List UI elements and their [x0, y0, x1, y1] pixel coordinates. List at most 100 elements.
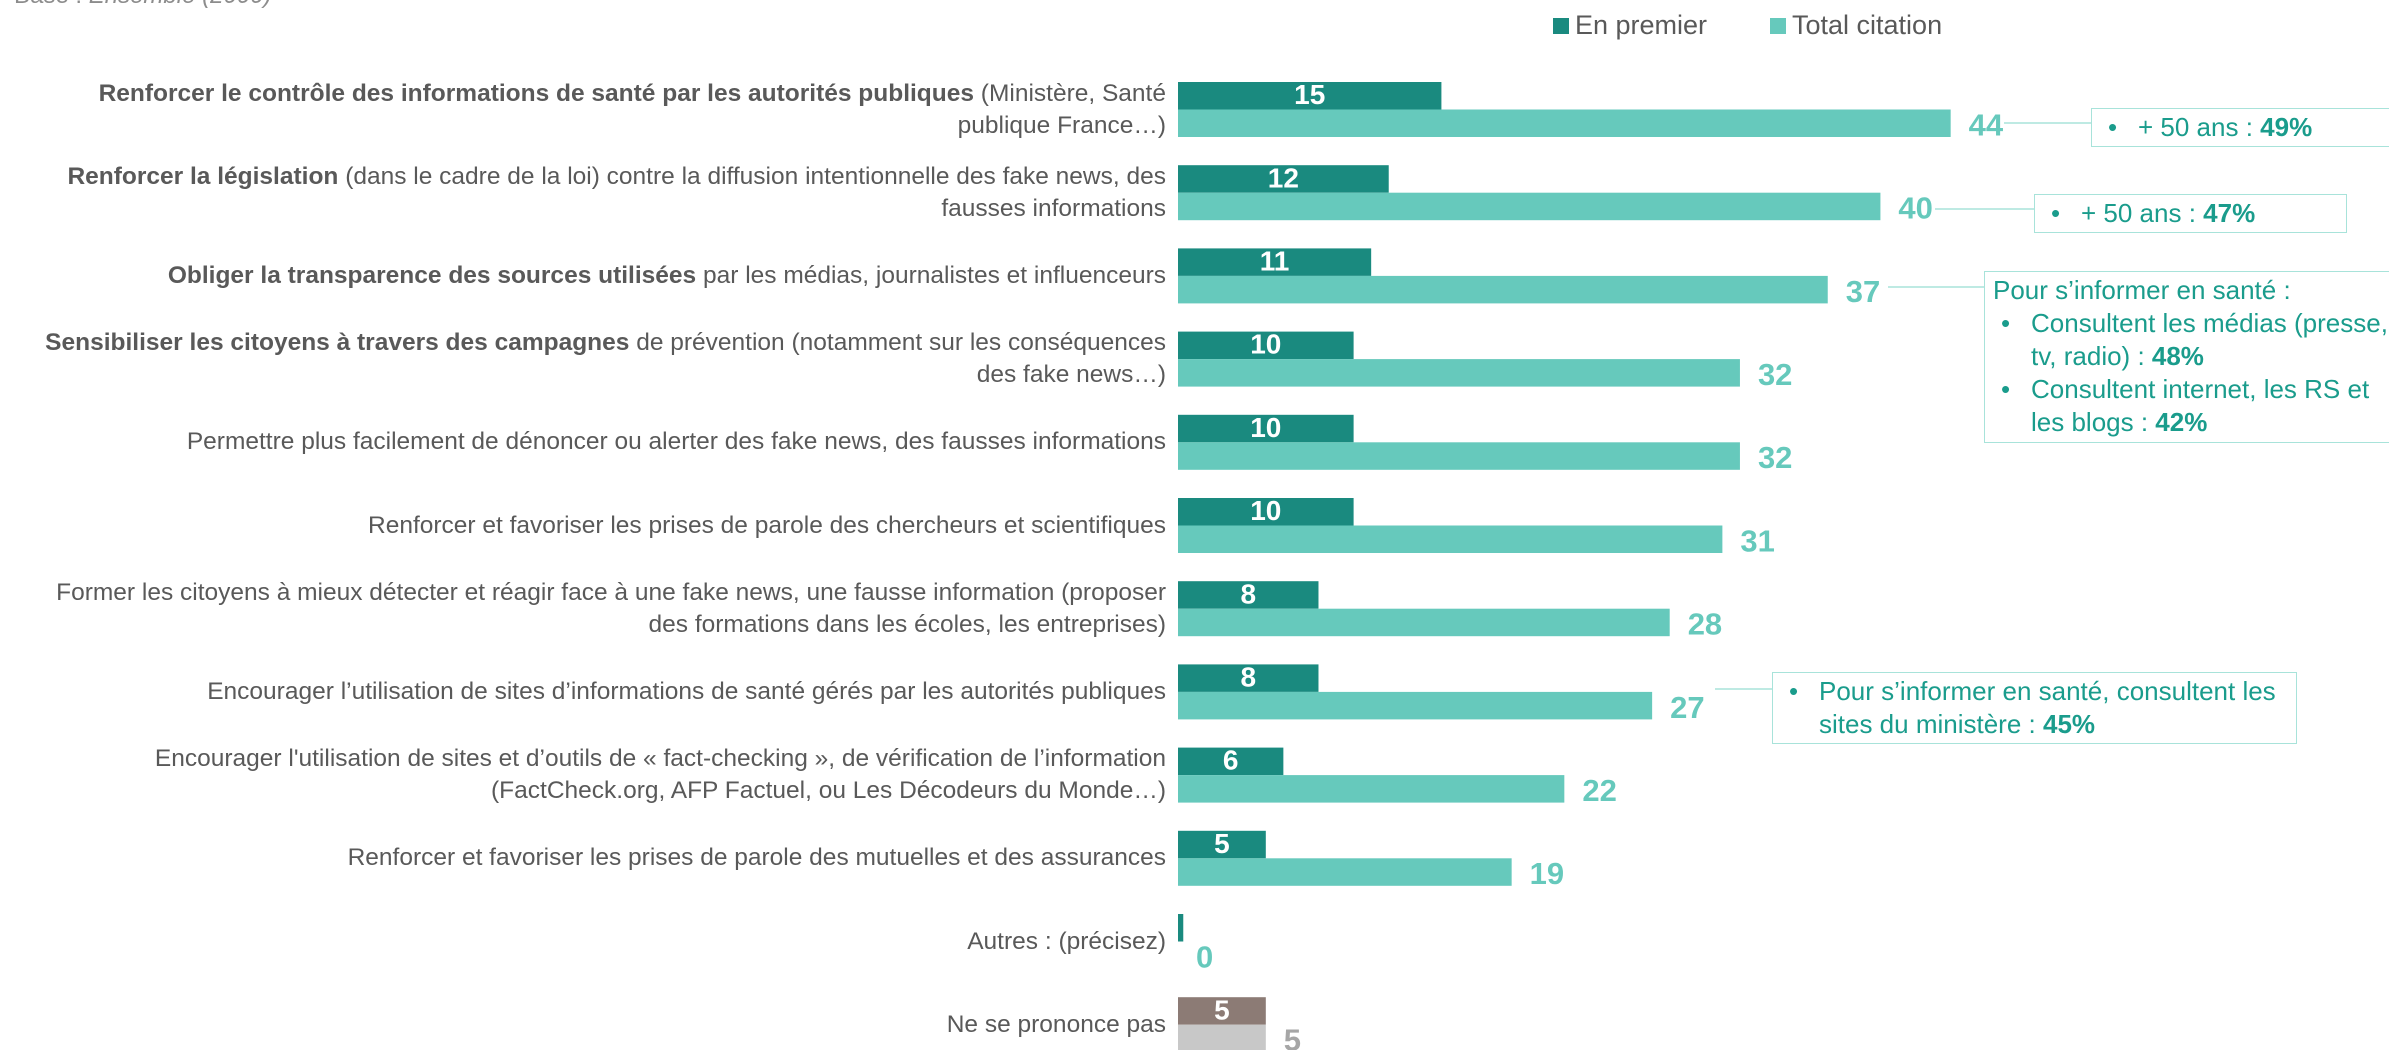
bar: [1178, 414, 1354, 443]
category-text: de prévention (notamment sur les conséqu…: [629, 329, 1166, 389]
annotation-list: Consultent les médias (presse, tv, radio…: [1993, 307, 2389, 439]
category-text: Former les citoyens à mieux détecter et …: [56, 578, 1166, 638]
category-text: (dans le cadre de la loi) contre la diff…: [338, 162, 1166, 222]
bar: [1178, 997, 1266, 1025]
value-label: 0: [1196, 939, 1213, 974]
annotation-value: 49%: [2260, 112, 2313, 142]
legend-swatch: [1553, 17, 1569, 34]
bar: [1178, 691, 1653, 720]
value-label: 5: [1214, 994, 1230, 1025]
value-label: 6: [1223, 745, 1239, 776]
bar: [1178, 275, 1828, 304]
bar: [1178, 109, 1951, 137]
legend-swatch: [1770, 17, 1786, 34]
bar: [1178, 1024, 1266, 1050]
bar: [1178, 608, 1670, 637]
annotation: Pour s’informer en santé, consultent les…: [1772, 672, 2297, 744]
category-label: Renforcer la législation (dans le cadre …: [16, 161, 1166, 225]
value-label: 31: [1740, 523, 1774, 558]
legend-label: En premier: [1575, 10, 1708, 40]
bar: [1178, 248, 1372, 276]
category-label: Obliger la transparence des sources util…: [16, 260, 1166, 292]
bar: [1178, 192, 1881, 221]
annotation-list: + 50 ans : 47%: [2043, 197, 2338, 230]
category-label: Renforcer et favoriser les prises de par…: [16, 842, 1166, 874]
category-label: Former les citoyens à mieux détecter et …: [16, 577, 1166, 641]
bar: [1178, 525, 1723, 553]
category-text: par les médias, journalistes et influenc…: [696, 261, 1166, 289]
base-note: Base : Ensemble (2000): [14, 0, 271, 10]
value-label: 8: [1240, 662, 1256, 693]
category-label: Ne se prononce pas: [16, 1009, 1166, 1041]
bar: [1178, 165, 1389, 193]
annotation: Pour s’informer en santé :Consultent les…: [1984, 271, 2389, 443]
annotation-bullet: Consultent internet, les RS et les blogs…: [2001, 373, 2389, 439]
bar: [1178, 359, 1740, 387]
category-strong: Obliger la transparence des sources util…: [167, 261, 697, 289]
value-label: 32: [1758, 440, 1792, 475]
category-label: Encourager l’utilisation de sites d’info…: [16, 676, 1166, 708]
value-label: 15: [1294, 79, 1325, 110]
category-text: Ne se prononce pas: [946, 1010, 1166, 1038]
category-text: Encourager l'utilisation de sites et d’o…: [154, 745, 1166, 805]
category-label: Autres : (précisez): [16, 926, 1166, 958]
annotation-text: Consultent les médias (presse, tv, radio…: [2031, 308, 2388, 371]
bar: [1178, 498, 1354, 526]
value-label: 27: [1670, 690, 1704, 725]
value-label: 44: [1969, 107, 2004, 142]
bar: [1178, 747, 1284, 776]
annotation-text: + 50 ans :: [2081, 198, 2204, 228]
annotation-bullet: Consultent les médias (presse, tv, radio…: [2001, 307, 2389, 373]
value-label: 10: [1250, 329, 1281, 360]
value-label: 22: [1582, 773, 1616, 808]
annotation-value: 45%: [2042, 709, 2096, 739]
category-strong: Renforcer le contrôle des informations d…: [98, 79, 974, 107]
legend-item: Total citation: [1770, 10, 1942, 41]
bar: [1178, 664, 1319, 692]
category-text: Autres : (précisez): [967, 927, 1166, 955]
category-strong: Renforcer la législation: [67, 162, 339, 190]
category-text: Renforcer et favoriser les prises de par…: [347, 844, 1166, 872]
bar: [1178, 82, 1442, 110]
annotation-list: Pour s’informer en santé, consultent les…: [1781, 675, 2288, 741]
bar: [1178, 331, 1354, 360]
bar: [1178, 775, 1565, 803]
value-label: 28: [1688, 607, 1722, 642]
category-text: (Ministère, Santé publique France…): [957, 79, 1166, 139]
category-text: Permettre plus facilement de dénoncer ou…: [186, 428, 1166, 456]
category-label: Sensibiliser les citoyens à travers des …: [16, 327, 1166, 391]
annotation-bullet: Pour s’informer en santé, consultent les…: [1789, 675, 2288, 741]
value-label: 19: [1530, 856, 1564, 891]
category-label: Renforcer et favoriser les prises de par…: [16, 510, 1166, 542]
annotation: + 50 ans : 49%: [2091, 108, 2389, 147]
annotation-list: + 50 ans : 49%: [2100, 111, 2389, 144]
annotation-bullet: + 50 ans : 47%: [2051, 197, 2338, 230]
value-label: 10: [1250, 495, 1281, 526]
category-label: Renforcer le contrôle des informations d…: [16, 78, 1166, 142]
category-strong: Sensibiliser les citoyens à travers des …: [45, 329, 630, 357]
annotation-value: 47%: [2203, 198, 2256, 228]
category-label: Encourager l'utilisation de sites et d’o…: [16, 743, 1166, 807]
base-text: Ensemble (2000): [89, 0, 272, 9]
legend-label: Total citation: [1792, 10, 1943, 40]
value-label: 32: [1758, 357, 1792, 392]
value-label: 12: [1268, 162, 1299, 193]
category-text: Renforcer et favoriser les prises de par…: [368, 511, 1166, 539]
bar: [1178, 581, 1319, 609]
bar: [1178, 858, 1512, 886]
annotation-text: Consultent internet, les RS et les blogs…: [2031, 374, 2370, 437]
annotation-bullet: + 50 ans : 49%: [2108, 111, 2389, 144]
value-label: 5: [1284, 1023, 1301, 1050]
annotation-header: Pour s’informer en santé :: [1993, 275, 2291, 305]
value-label: 40: [1898, 191, 1932, 226]
annotation-value: 42%: [2155, 407, 2208, 437]
category-text: Encourager l’utilisation de sites d’info…: [207, 677, 1166, 705]
annotation: + 50 ans : 47%: [2034, 194, 2347, 233]
value-label: 8: [1240, 578, 1256, 609]
bar: [1178, 830, 1266, 859]
bar: [1178, 914, 1184, 942]
annotation-text: + 50 ans :: [2138, 112, 2261, 142]
bar: [1178, 442, 1740, 470]
value-label: 37: [1846, 274, 1880, 309]
